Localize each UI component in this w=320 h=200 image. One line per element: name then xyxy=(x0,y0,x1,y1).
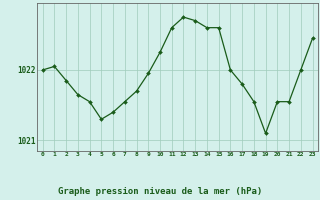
Text: Graphe pression niveau de la mer (hPa): Graphe pression niveau de la mer (hPa) xyxy=(58,187,262,196)
